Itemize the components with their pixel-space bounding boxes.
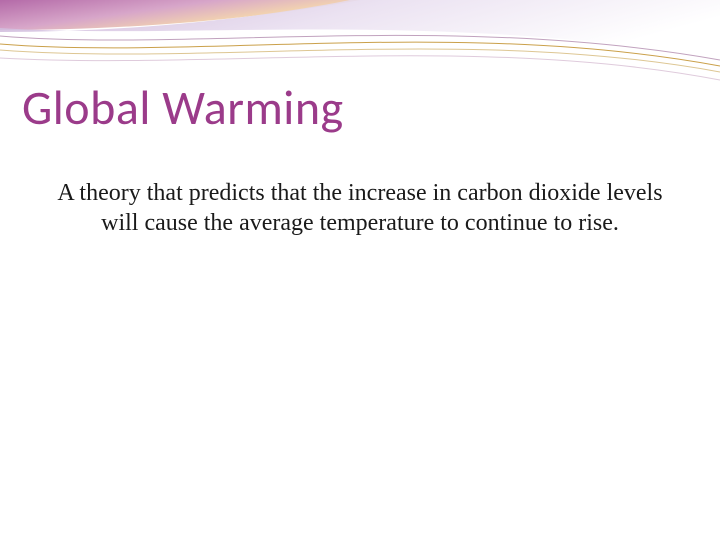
- decorative-banner: [0, 0, 720, 90]
- banner-line-gold-1: [0, 42, 720, 66]
- banner-swoosh: [0, 0, 720, 58]
- slide-body-text: A theory that predicts that the increase…: [48, 178, 672, 238]
- slide-title: Global Warming: [22, 78, 344, 137]
- banner-line-purple-2: [0, 56, 720, 80]
- banner-corner-gradient: [0, 0, 360, 30]
- banner-line-gold-2: [0, 49, 720, 72]
- banner-line-purple-1: [0, 35, 720, 60]
